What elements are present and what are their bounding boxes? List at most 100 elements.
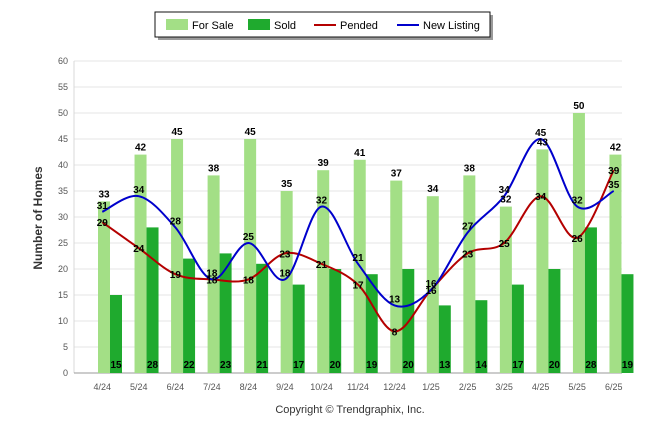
label-new-listing: 32 (572, 196, 584, 207)
label-pended: 29 (97, 218, 109, 229)
y-tick-label: 10 (58, 316, 68, 326)
bar-sold (584, 227, 597, 373)
label-sold: 19 (366, 360, 378, 371)
label-pended: 26 (572, 234, 584, 245)
y-tick-label: 60 (58, 56, 68, 66)
label-for-sale: 35 (281, 179, 293, 190)
label-for-sale: 38 (208, 163, 220, 174)
label-pended: 21 (316, 260, 328, 271)
bar-sold (438, 305, 451, 373)
label-sold: 28 (585, 360, 597, 371)
y-tick-label: 55 (58, 82, 68, 92)
label-new-listing: 32 (316, 196, 328, 207)
label-for-sale: 39 (318, 158, 330, 169)
legend-swatch-sold (248, 19, 270, 30)
bar-for-sale (171, 139, 184, 373)
x-tick-label: 8/24 (240, 382, 258, 392)
label-for-sale: 45 (245, 127, 257, 138)
bar-for-sale (280, 191, 293, 373)
y-tick-label: 20 (58, 264, 68, 274)
legend-label-sold: Sold (274, 20, 296, 32)
x-tick-label: 2/25 (459, 382, 477, 392)
bar-for-sale (499, 206, 512, 373)
label-new-listing: 27 (462, 222, 474, 233)
legend-label-pended: Pended (340, 20, 378, 32)
label-for-sale: 32 (500, 195, 512, 206)
label-sold: 17 (512, 360, 524, 371)
y-tick-label: 30 (58, 212, 68, 222)
bar-sold (292, 284, 305, 373)
bar-for-sale (207, 175, 220, 373)
bar-sold (110, 295, 122, 373)
bar-for-sale (98, 201, 110, 373)
bar-for-sale (244, 139, 257, 373)
bar-sold (146, 227, 159, 373)
bar-for-sale (572, 113, 585, 373)
copyright-footer: Copyright © Trendgraphix, Inc. (275, 404, 424, 416)
label-sold: 17 (293, 360, 305, 371)
label-for-sale: 33 (98, 189, 110, 200)
x-tick-label: 3/25 (495, 382, 513, 392)
legend-swatch-for-sale (166, 19, 188, 30)
label-for-sale: 42 (610, 143, 622, 154)
x-tick-label: 12/24 (383, 382, 406, 392)
label-new-listing: 34 (133, 185, 145, 196)
x-tick-label: 11/24 (347, 382, 369, 392)
label-new-listing: 35 (608, 180, 620, 191)
bar-for-sale (463, 175, 476, 373)
label-for-sale: 38 (464, 163, 476, 174)
label-sold: 15 (110, 360, 122, 371)
label-sold: 23 (220, 360, 232, 371)
x-tick-label: 7/24 (203, 382, 221, 392)
bar-sold (256, 263, 269, 373)
bar-sold (475, 300, 488, 373)
label-for-sale: 34 (427, 184, 439, 195)
y-tick-label: 5 (63, 342, 68, 352)
y-axis: 0 5 10 15 20 25 30 35 40 45 50 55 60 (58, 56, 75, 378)
bar-for-sale (317, 170, 330, 373)
bar-sold (548, 269, 561, 373)
bars (98, 113, 634, 373)
line-new-listing (101, 138, 615, 308)
bar-sold (621, 274, 634, 373)
x-tick-label: 9/24 (276, 382, 294, 392)
label-sold: 21 (257, 360, 269, 371)
y-tick-label: 15 (58, 290, 68, 300)
label-sold: 14 (476, 360, 488, 371)
x-tick-label: 5/25 (568, 382, 586, 392)
x-tick-label: 4/24 (94, 382, 112, 392)
label-sold: 20 (330, 360, 342, 371)
bar-sold (183, 258, 196, 373)
bar-sold (511, 284, 524, 373)
legend-box (154, 11, 491, 38)
label-pended: 18 (243, 275, 255, 286)
label-pended: 24 (133, 244, 145, 255)
y-tick-label: 25 (58, 238, 68, 248)
x-axis: 4/24 5/24 6/24 7/24 8/24 9/24 10/24 11/24 12/24 1… (74, 372, 622, 392)
label-new-listing: 18 (206, 268, 218, 279)
label-sold: 20 (403, 360, 415, 371)
legend: For Sale Sold Pended New Listing (154, 11, 493, 40)
y-tick-label: 40 (58, 160, 68, 170)
bar-for-sale (390, 180, 403, 373)
x-tick-label: 1/25 (422, 382, 440, 392)
label-new-listing: 28 (170, 216, 182, 227)
label-sold: 20 (549, 360, 561, 371)
y-tick-label: 50 (58, 108, 68, 118)
label-pended: 17 (352, 281, 364, 292)
label-new-listing: 45 (535, 128, 547, 139)
y-tick-label: 0 (63, 368, 68, 378)
label-sold: 22 (184, 360, 196, 371)
y-tick-label: 45 (58, 134, 68, 144)
label-new-listing: 34 (499, 185, 511, 196)
label-for-sale: 45 (172, 127, 184, 138)
x-tick-label: 6/24 (167, 382, 185, 392)
label-new-listing: 16 (426, 279, 438, 290)
x-tick-label: 10/24 (310, 382, 333, 392)
x-tick-label: 4/25 (532, 382, 550, 392)
bar-for-sale (536, 149, 549, 373)
bar-for-sale (609, 154, 622, 373)
label-sold: 19 (622, 360, 634, 371)
label-pended: 39 (608, 166, 620, 177)
